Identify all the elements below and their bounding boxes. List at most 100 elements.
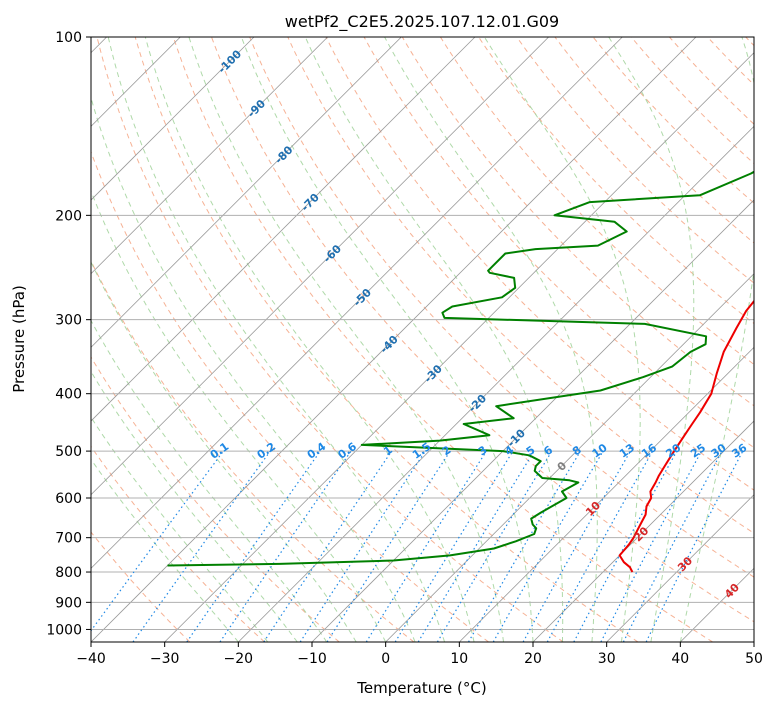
dry-adiabat <box>287 37 754 534</box>
dewpoint-profile <box>167 170 754 567</box>
y-tick-label: 900 <box>55 595 82 611</box>
axis-layer: −40 −30 −20 −10 0 10 20 30 40 5010020030040050060… <box>46 30 763 667</box>
moist-adiabat <box>240 37 534 642</box>
mixing-ratio-line <box>299 450 426 642</box>
dry-adiabat <box>210 37 754 623</box>
y-tick-label: 800 <box>55 565 82 581</box>
x-tick-label: −10 <box>297 651 327 667</box>
x-tick-label: 40 <box>671 651 689 667</box>
isotherm-line <box>91 37 255 201</box>
isotherm-line <box>91 37 549 496</box>
mixing-ratio-label: 0.4 <box>305 440 329 462</box>
y-tick-label: 1000 <box>46 622 82 638</box>
dry-adiabat <box>401 37 754 407</box>
y-tick-label: 500 <box>55 444 82 460</box>
y-tick-label: 200 <box>55 208 82 224</box>
dry-adiabat <box>91 531 191 642</box>
x-tick-label: 50 <box>745 651 763 667</box>
isotherm-line <box>311 199 754 642</box>
moist-adiabat <box>91 416 269 642</box>
mixing-ratio-line <box>132 450 271 642</box>
mixing-ratio-line <box>573 450 678 642</box>
isotherm-label: -90 <box>245 97 268 120</box>
mixing-ratio-line <box>522 450 632 642</box>
mixing-ratio-label: 10 <box>590 441 610 461</box>
isotherm-label: 20 <box>631 524 651 544</box>
x-tick-label: −20 <box>224 651 254 667</box>
mixing-ratio-line <box>219 450 352 642</box>
moist-adiabat <box>483 37 641 642</box>
dry-adiabat <box>96 37 564 642</box>
y-tick-label: 700 <box>55 531 82 547</box>
dry-adiabat <box>363 37 754 449</box>
dry-adiabat <box>91 150 489 642</box>
dry-adiabat <box>91 259 415 642</box>
mixing-ratio-line <box>365 450 487 642</box>
mixing-ratio-line <box>417 450 535 642</box>
x-tick-label: 0 <box>381 651 390 667</box>
mixing-ratio-line <box>600 450 703 642</box>
moist-adiabat <box>608 37 695 642</box>
isotherm-label: 40 <box>722 581 742 601</box>
isotherm-line <box>91 37 402 348</box>
x-axis-label: Temperature (°C) <box>356 679 486 697</box>
isotherm-line <box>532 420 754 642</box>
mixing-ratio-label: 0.1 <box>208 440 231 462</box>
isotherm-label: 10 <box>583 499 603 519</box>
dry-adiabat <box>91 356 340 642</box>
y-tick-label: 600 <box>55 491 82 507</box>
moist-adiabat <box>91 260 357 642</box>
isotherm-line <box>238 125 754 642</box>
mixing-ratio-label: 36 <box>729 441 749 461</box>
mixing-ratio-line <box>263 450 393 642</box>
mixing-ratio-line <box>326 450 451 642</box>
mixing-ratio-line <box>436 450 553 642</box>
dry-adiabat <box>745 37 754 47</box>
isotherm-line <box>680 567 754 642</box>
isotherm-line <box>91 37 623 569</box>
moist-adiabat <box>188 37 504 642</box>
mixing-ratio-label: 0.6 <box>336 440 360 462</box>
x-tick-label: 10 <box>450 651 468 667</box>
moist-adiabat <box>384 37 598 642</box>
isotherm-line <box>91 37 476 422</box>
chart-title: wetPf2_C2E5.2025.107.12.01.G09 <box>285 12 559 32</box>
y-axis-label: Pressure (hPa) <box>10 285 28 393</box>
plot-frame <box>90 36 755 643</box>
mixing-ratio-line <box>394 450 514 642</box>
dry-adiabat <box>701 0 775 642</box>
mixing-ratio-line <box>645 450 744 642</box>
x-tick-label: 20 <box>524 651 542 667</box>
dry-adiabat <box>630 37 754 165</box>
moist-adiabat <box>304 37 564 642</box>
moist-adiabat <box>91 370 298 642</box>
moist-adiabat <box>91 319 328 642</box>
isotherm-label: -40 <box>378 333 401 356</box>
mixing-ratio-label: 25 <box>688 441 708 460</box>
isotherm-line <box>753 641 754 642</box>
series-layer <box>167 170 754 573</box>
x-tick-label: 30 <box>598 651 616 667</box>
y-tick-label: 100 <box>55 30 82 46</box>
mixing-ratio-label: 30 <box>709 441 729 461</box>
dry-adiabat <box>249 37 754 578</box>
isotherm-label: 0 <box>555 459 570 474</box>
grid-layer <box>91 0 775 642</box>
isotherm-line <box>459 346 754 642</box>
x-tick-label: −30 <box>150 651 180 667</box>
x-tick-label: −40 <box>76 651 106 667</box>
isotherm-label: -100 <box>216 47 245 76</box>
moist-adiabat <box>91 189 387 642</box>
moist-adiabat <box>144 37 475 642</box>
mixing-ratio-line <box>91 450 224 632</box>
moist-adiabat <box>107 37 446 642</box>
temperature-profile <box>618 299 754 573</box>
isotherm-line <box>164 52 754 642</box>
mixing-ratio-label: 16 <box>639 441 659 461</box>
dry-adiabat <box>478 37 754 325</box>
dry-adiabat <box>668 37 754 125</box>
dry-adiabat <box>770 0 775 642</box>
y-tick-label: 400 <box>55 387 82 403</box>
